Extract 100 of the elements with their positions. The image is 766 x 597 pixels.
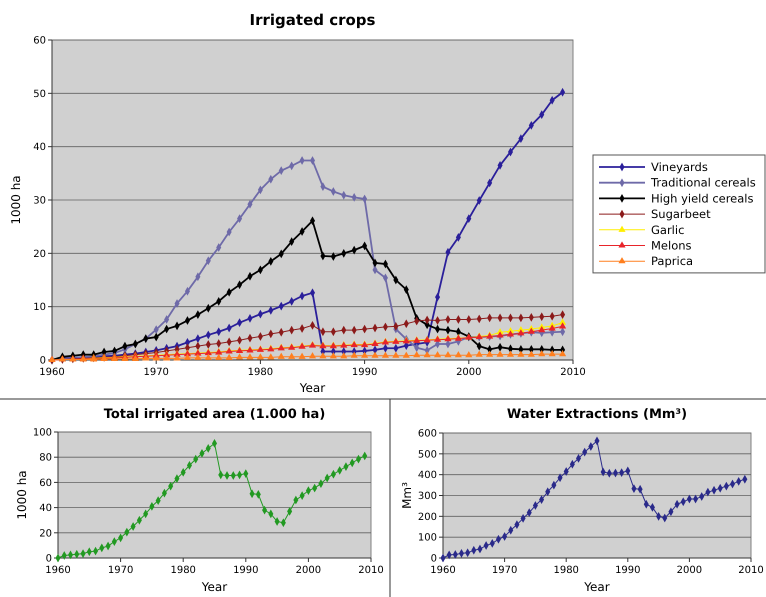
point xyxy=(246,353,254,360)
x-axis-title: Year xyxy=(200,580,228,594)
point xyxy=(319,352,326,358)
y-tick-label: 60 xyxy=(39,478,52,489)
x-tick-label: 2000 xyxy=(676,565,702,576)
x-tick-label: 1980 xyxy=(553,565,579,576)
legend-label: Melons xyxy=(651,238,692,252)
x-axis-title: Year xyxy=(583,580,610,594)
point xyxy=(330,352,337,358)
x-tick-label: 1990 xyxy=(233,565,259,576)
point xyxy=(298,352,306,359)
point xyxy=(454,351,462,358)
chart-title: Water Extractions (Mm³) xyxy=(506,407,688,422)
point xyxy=(194,354,202,360)
point xyxy=(184,354,192,360)
point xyxy=(413,351,420,358)
y-tick-label: 600 xyxy=(418,428,437,440)
point xyxy=(559,350,566,356)
legend-label: Vineyards xyxy=(651,160,708,174)
point xyxy=(434,351,442,358)
chart-title: Total irrigated area (1.000 ha) xyxy=(104,407,326,422)
point xyxy=(486,350,494,357)
point xyxy=(371,352,379,358)
x-tick-label: 1990 xyxy=(352,367,378,378)
y-tick-label: 10 xyxy=(33,302,46,314)
point xyxy=(288,352,296,359)
y-tick-label: 0 xyxy=(430,554,437,564)
x-tick-label: 2010 xyxy=(358,565,384,576)
y-axis-title: Mm³ xyxy=(400,482,414,509)
x-tick-label: 2010 xyxy=(738,565,764,576)
point xyxy=(256,353,264,360)
point xyxy=(402,352,410,358)
point xyxy=(517,350,524,357)
x-tick-label: 1970 xyxy=(108,565,134,576)
y-tick-label: 200 xyxy=(418,512,437,523)
point xyxy=(538,326,546,332)
point xyxy=(226,354,233,360)
y-tick-label: 400 xyxy=(418,470,437,482)
point xyxy=(559,322,566,328)
point xyxy=(496,331,504,338)
point xyxy=(465,351,472,358)
point xyxy=(392,352,400,358)
point xyxy=(517,329,524,336)
y-tick-label: 500 xyxy=(418,449,437,460)
y-tick-label: 100 xyxy=(32,428,52,438)
y-tick-label: 20 xyxy=(39,528,52,540)
x-tick-label: 2000 xyxy=(296,565,322,576)
y-tick-label: 80 xyxy=(39,452,52,464)
point xyxy=(267,353,274,360)
point xyxy=(506,350,514,357)
legend-label: Garlic xyxy=(651,222,684,237)
y-tick-label: 50 xyxy=(33,88,46,100)
legend-label: Sugarbeet xyxy=(651,207,712,222)
point xyxy=(528,350,535,357)
legend-label: Paprica xyxy=(651,254,694,268)
point xyxy=(496,350,504,357)
point xyxy=(548,324,556,331)
x-tick-label: 1970 xyxy=(143,367,169,378)
point xyxy=(308,352,316,358)
y-tick-label: 0 xyxy=(40,356,46,366)
y-tick-label: 40 xyxy=(39,503,52,514)
y-axis-title: 1000 ha xyxy=(9,175,23,225)
y-tick-label: 60 xyxy=(33,36,46,46)
point xyxy=(528,328,535,334)
chart-title: Irrigated crops xyxy=(250,11,376,29)
point xyxy=(236,353,244,360)
x-tick-label: 1980 xyxy=(248,367,274,378)
point xyxy=(444,351,452,358)
y-tick-label: 30 xyxy=(33,196,46,206)
x-tick-label: 1960 xyxy=(430,565,456,576)
y-tick-label: 20 xyxy=(33,248,46,260)
y-tick-label: 0 xyxy=(46,554,52,564)
point xyxy=(350,352,358,358)
point xyxy=(152,354,160,360)
x-tick-label: 1990 xyxy=(615,565,641,576)
x-axis-title: Year xyxy=(298,381,326,395)
y-tick-label: 100 xyxy=(418,532,437,544)
x-tick-label: 1980 xyxy=(170,565,196,576)
point xyxy=(215,354,222,360)
legend-label: High yield cereals xyxy=(651,191,754,206)
point xyxy=(506,330,514,336)
y-axis-title: 1000 ha xyxy=(15,470,29,520)
x-tick-label: 1970 xyxy=(492,565,518,576)
point xyxy=(382,352,390,358)
y-tick-label: 40 xyxy=(33,142,46,154)
point xyxy=(278,352,285,359)
legend-label: Traditional cereals xyxy=(650,176,756,190)
point xyxy=(548,350,556,356)
point xyxy=(538,350,546,356)
point xyxy=(173,354,181,360)
x-tick-label: 1960 xyxy=(45,565,71,576)
point xyxy=(340,352,348,358)
y-tick-label: 300 xyxy=(418,491,437,502)
point xyxy=(361,352,368,358)
point xyxy=(476,350,483,357)
point xyxy=(163,354,170,360)
point xyxy=(424,351,431,358)
point xyxy=(204,354,212,360)
x-tick-label: 2010 xyxy=(560,367,586,378)
x-tick-label: 2000 xyxy=(456,367,482,378)
